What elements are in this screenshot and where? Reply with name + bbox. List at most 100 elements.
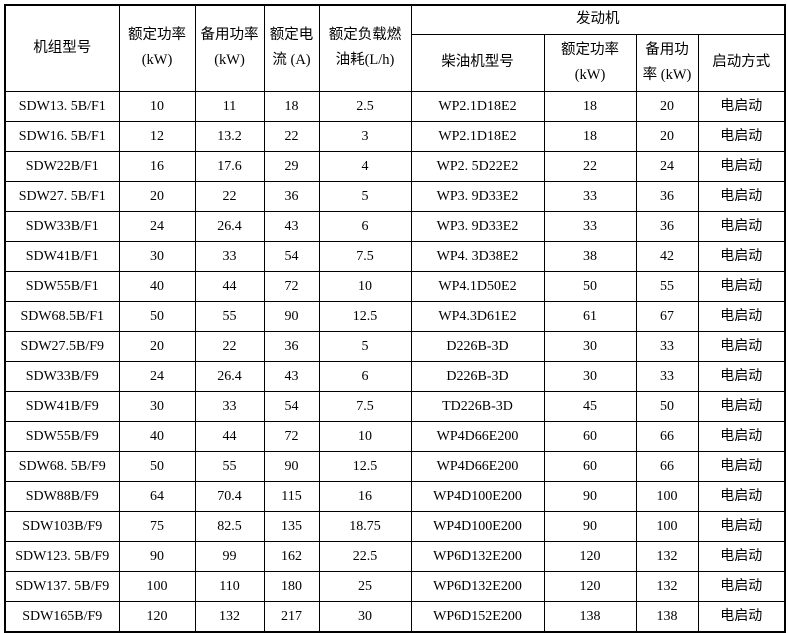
cell-engine-standby-power: 55 xyxy=(635,270,699,302)
cell-start-mode: 电启动 xyxy=(697,570,786,602)
cell-rated-power: 10 xyxy=(118,90,196,122)
cell-fuel-consumption: 16 xyxy=(318,480,412,512)
header-engine-standby-power: 备用功 率 (kW) xyxy=(635,33,699,92)
cell-start-mode: 电启动 xyxy=(697,90,786,122)
cell-rated-power: 24 xyxy=(118,210,196,242)
cell-start-mode: 电启动 xyxy=(697,150,786,182)
cell-standby-power: 110 xyxy=(194,570,265,602)
cell-diesel-model: WP4.1D50E2 xyxy=(410,270,545,302)
cell-rated-power: 12 xyxy=(118,120,196,152)
cell-start-mode: 电启动 xyxy=(697,210,786,242)
cell-rated-power: 40 xyxy=(118,270,196,302)
cell-engine-standby-power: 36 xyxy=(635,180,699,212)
cell-engine-standby-power: 36 xyxy=(635,210,699,242)
cell-start-mode: 电启动 xyxy=(697,240,786,272)
cell-engine-standby-power: 20 xyxy=(635,90,699,122)
cell-engine-rated-power: 120 xyxy=(543,540,637,572)
cell-rated-current: 135 xyxy=(263,510,320,542)
cell-unit-model: SDW55B/F1 xyxy=(4,270,120,302)
cell-rated-power: 100 xyxy=(118,570,196,602)
cell-rated-current: 43 xyxy=(263,360,320,392)
header-rated-current: 额定电 流 (A) xyxy=(263,4,320,92)
cell-unit-model: SDW27. 5B/F1 xyxy=(4,180,120,212)
cell-engine-rated-power: 120 xyxy=(543,570,637,602)
cell-standby-power: 99 xyxy=(194,540,265,572)
cell-engine-standby-power: 132 xyxy=(635,570,699,602)
cell-rated-current: 54 xyxy=(263,390,320,422)
table-row: SDW33B/F1 24 26.4 43 6 WP3. 9D33E2 33 36 电启动 xyxy=(4,210,786,242)
cell-engine-rated-power: 50 xyxy=(543,270,637,302)
cell-start-mode: 电启动 xyxy=(697,420,786,452)
cell-rated-power: 50 xyxy=(118,300,196,332)
cell-engine-standby-power: 100 xyxy=(635,480,699,512)
cell-rated-current: 54 xyxy=(263,240,320,272)
cell-rated-power: 40 xyxy=(118,420,196,452)
cell-unit-model: SDW88B/F9 xyxy=(4,480,120,512)
cell-unit-model: SDW33B/F1 xyxy=(4,210,120,242)
cell-diesel-model: WP4. 3D38E2 xyxy=(410,240,545,272)
cell-standby-power: 26.4 xyxy=(194,210,265,242)
cell-fuel-consumption: 12.5 xyxy=(318,300,412,332)
cell-diesel-model: WP4D100E200 xyxy=(410,510,545,542)
cell-start-mode: 电启动 xyxy=(697,120,786,152)
cell-rated-current: 72 xyxy=(263,270,320,302)
cell-diesel-model: D226B-3D xyxy=(410,330,545,362)
cell-start-mode: 电启动 xyxy=(697,330,786,362)
cell-diesel-model: WP2. 5D22E2 xyxy=(410,150,545,182)
cell-rated-power: 16 xyxy=(118,150,196,182)
cell-fuel-consumption: 3 xyxy=(318,120,412,152)
cell-standby-power: 33 xyxy=(194,240,265,272)
cell-standby-power: 22 xyxy=(194,180,265,212)
table-row: SDW123. 5B/F9 90 99 162 22.5 WP6D132E200 120 13… xyxy=(4,540,786,572)
cell-standby-power: 44 xyxy=(194,270,265,302)
cell-diesel-model: WP4D66E200 xyxy=(410,450,545,482)
cell-engine-standby-power: 138 xyxy=(635,600,699,632)
cell-engine-standby-power: 132 xyxy=(635,540,699,572)
cell-unit-model: SDW165B/F9 xyxy=(4,600,120,632)
cell-unit-model: SDW22B/F1 xyxy=(4,150,120,182)
cell-rated-power: 20 xyxy=(118,180,196,212)
cell-start-mode: 电启动 xyxy=(697,510,786,542)
cell-fuel-consumption: 10 xyxy=(318,420,412,452)
cell-fuel-consumption: 30 xyxy=(318,600,412,632)
cell-unit-model: SDW68. 5B/F9 xyxy=(4,450,120,482)
cell-rated-current: 36 xyxy=(263,330,320,362)
cell-standby-power: 26.4 xyxy=(194,360,265,392)
cell-engine-rated-power: 38 xyxy=(543,240,637,272)
cell-engine-rated-power: 60 xyxy=(543,450,637,482)
cell-engine-rated-power: 33 xyxy=(543,210,637,242)
cell-rated-power: 90 xyxy=(118,540,196,572)
cell-fuel-consumption: 6 xyxy=(318,360,412,392)
cell-engine-standby-power: 100 xyxy=(635,510,699,542)
cell-diesel-model: WP3. 9D33E2 xyxy=(410,210,545,242)
cell-rated-power: 24 xyxy=(118,360,196,392)
cell-start-mode: 电启动 xyxy=(697,300,786,332)
cell-engine-rated-power: 18 xyxy=(543,90,637,122)
cell-engine-rated-power: 18 xyxy=(543,120,637,152)
cell-engine-rated-power: 33 xyxy=(543,180,637,212)
cell-diesel-model: D226B-3D xyxy=(410,360,545,392)
cell-engine-rated-power: 90 xyxy=(543,480,637,512)
generator-spec-table: 机组型号 额定功率 (kW) 备用功率 (kW) 额定电 流 (A) 额定负载燃… xyxy=(4,4,786,633)
cell-engine-rated-power: 22 xyxy=(543,150,637,182)
cell-engine-standby-power: 50 xyxy=(635,390,699,422)
cell-engine-rated-power: 30 xyxy=(543,330,637,362)
cell-engine-rated-power: 45 xyxy=(543,390,637,422)
table-row: SDW41B/F1 30 33 54 7.5 WP4. 3D38E2 38 42 电启动 xyxy=(4,240,786,272)
cell-diesel-model: WP2.1D18E2 xyxy=(410,120,545,152)
cell-unit-model: SDW123. 5B/F9 xyxy=(4,540,120,572)
table-row: SDW13. 5B/F1 10 11 18 2.5 WP2.1D18E2 18 20 电启动 xyxy=(4,90,786,122)
cell-standby-power: 33 xyxy=(194,390,265,422)
cell-standby-power: 55 xyxy=(194,300,265,332)
cell-unit-model: SDW68.5B/F1 xyxy=(4,300,120,332)
cell-rated-power: 120 xyxy=(118,600,196,632)
table-row: SDW165B/F9 120 132 217 30 WP6D152E200 138 138 电启… xyxy=(4,600,786,632)
table-row: SDW68. 5B/F9 50 55 90 12.5 WP4D66E200 60 66 电启动 xyxy=(4,450,786,482)
cell-unit-model: SDW137. 5B/F9 xyxy=(4,570,120,602)
cell-standby-power: 55 xyxy=(194,450,265,482)
cell-fuel-consumption: 5 xyxy=(318,180,412,212)
cell-unit-model: SDW33B/F9 xyxy=(4,360,120,392)
cell-engine-rated-power: 138 xyxy=(543,600,637,632)
cell-engine-rated-power: 61 xyxy=(543,300,637,332)
cell-engine-rated-power: 90 xyxy=(543,510,637,542)
